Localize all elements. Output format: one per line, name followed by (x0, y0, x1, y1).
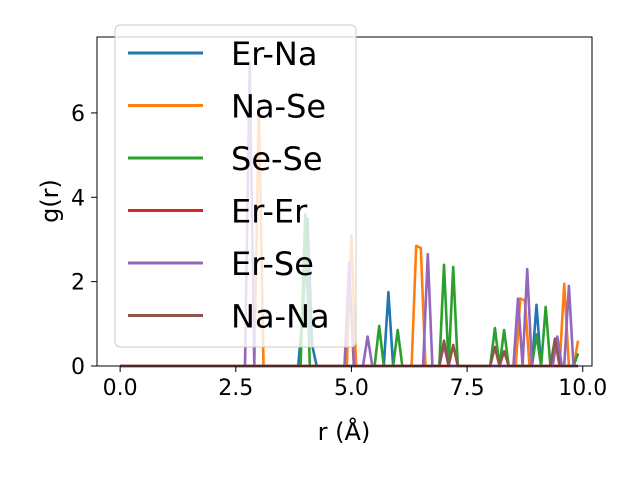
y-tick-label: 0 (71, 355, 85, 380)
legend-label: Se-Se (231, 140, 323, 178)
y-axis: 0 2 4 6 (71, 102, 97, 380)
x-axis: 0.0 2.5 5.0 7.5 10.0 (103, 366, 607, 401)
legend-label: Er-Se (231, 245, 314, 283)
legend: Er-Na Na-Se Se-Se Er-Er Er-Se Na-Na (114, 24, 357, 348)
x-axis-label: r (Å) (318, 417, 371, 446)
series-line-se-se (120, 212, 580, 368)
legend-label: Na-Na (231, 298, 330, 336)
x-tick-label: 10.0 (558, 376, 607, 401)
series-line-na-na (120, 337, 579, 368)
x-tick-label: 7.5 (450, 376, 485, 401)
legend-label: Er-Er (231, 193, 308, 231)
x-tick-label: 0.0 (103, 376, 138, 401)
x-tick-label: 5.0 (334, 376, 369, 401)
legend-label: Na-Se (231, 88, 326, 126)
y-tick-label: 2 (71, 271, 85, 296)
y-axis-label: g(r) (36, 179, 64, 223)
y-tick-label: 4 (71, 186, 85, 211)
y-tick-label: 6 (71, 102, 85, 127)
x-tick-label: 2.5 (218, 376, 253, 401)
legend-label: Er-Na (231, 35, 317, 73)
